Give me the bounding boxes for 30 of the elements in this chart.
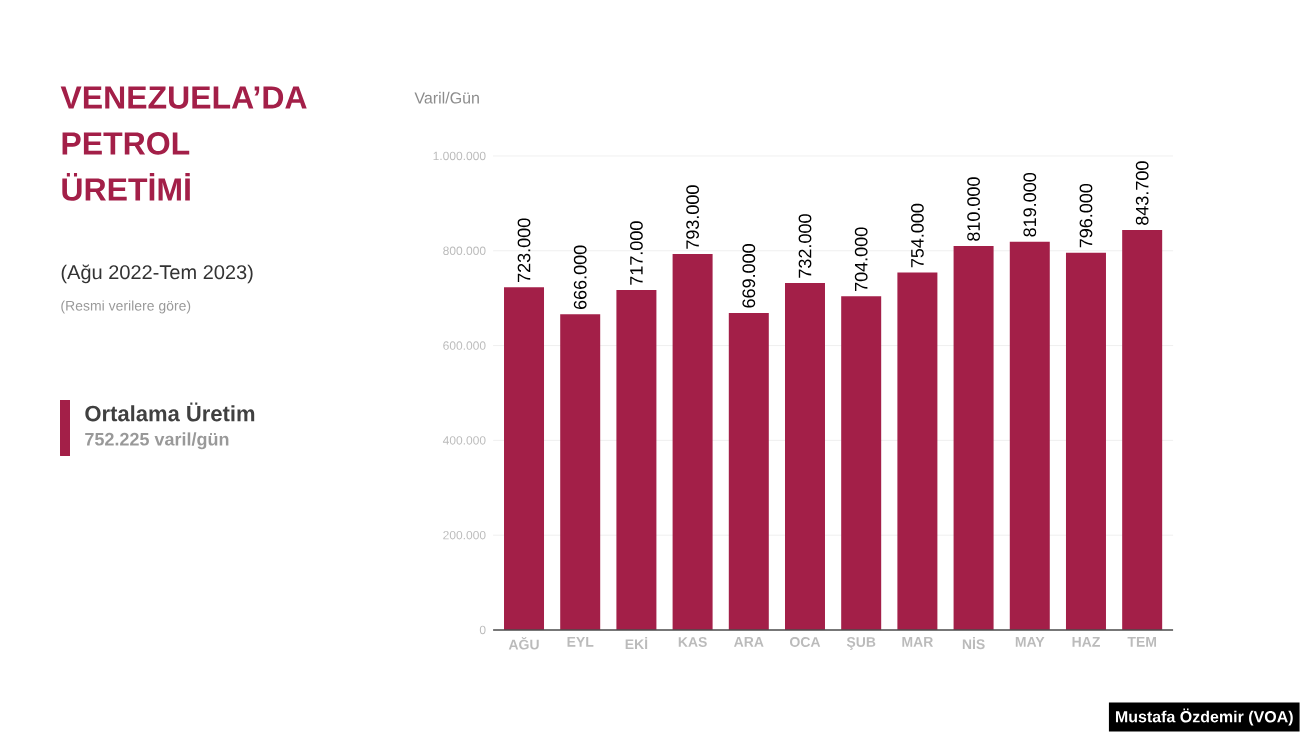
data-label: 819.000 — [1023, 173, 1037, 237]
data-label: 704.000 — [854, 227, 868, 291]
bar — [672, 254, 713, 630]
text: Ortalama Üretim — [85, 402, 255, 422]
bar — [728, 312, 769, 630]
bar — [1122, 230, 1163, 630]
data-label: 717.000 — [630, 221, 643, 285]
data-label: 793.000 — [686, 185, 699, 249]
y-axis-title: Varil/Gün — [414, 91, 479, 104]
bar — [504, 287, 545, 630]
bar — [616, 290, 657, 630]
text: 752.225 varil/gün — [85, 432, 229, 450]
data-label: 723.000 — [517, 218, 531, 282]
bar — [785, 283, 825, 630]
bar — [1009, 241, 1050, 630]
bar — [1065, 252, 1106, 630]
data-label: 754.000 — [911, 203, 924, 268]
data-label: 796.000 — [1079, 183, 1093, 248]
bar — [897, 272, 938, 630]
text: Mustafa Özdemir (VOA) — [1115, 708, 1293, 726]
bar — [953, 246, 994, 630]
text: VENEZUELA’DA PETROL ÜRETİMİ — [60, 86, 307, 201]
data-label: 666.000 — [573, 245, 587, 309]
data-label: 810.000 — [967, 177, 980, 241]
bar — [560, 314, 601, 630]
bar — [841, 296, 882, 630]
text: (Ağu 2022-Tem 2023) — [61, 264, 253, 284]
data-label: 669.000 — [742, 244, 756, 308]
data-label: 843.700 — [1135, 161, 1149, 225]
data-label: 732.000 — [798, 214, 812, 278]
